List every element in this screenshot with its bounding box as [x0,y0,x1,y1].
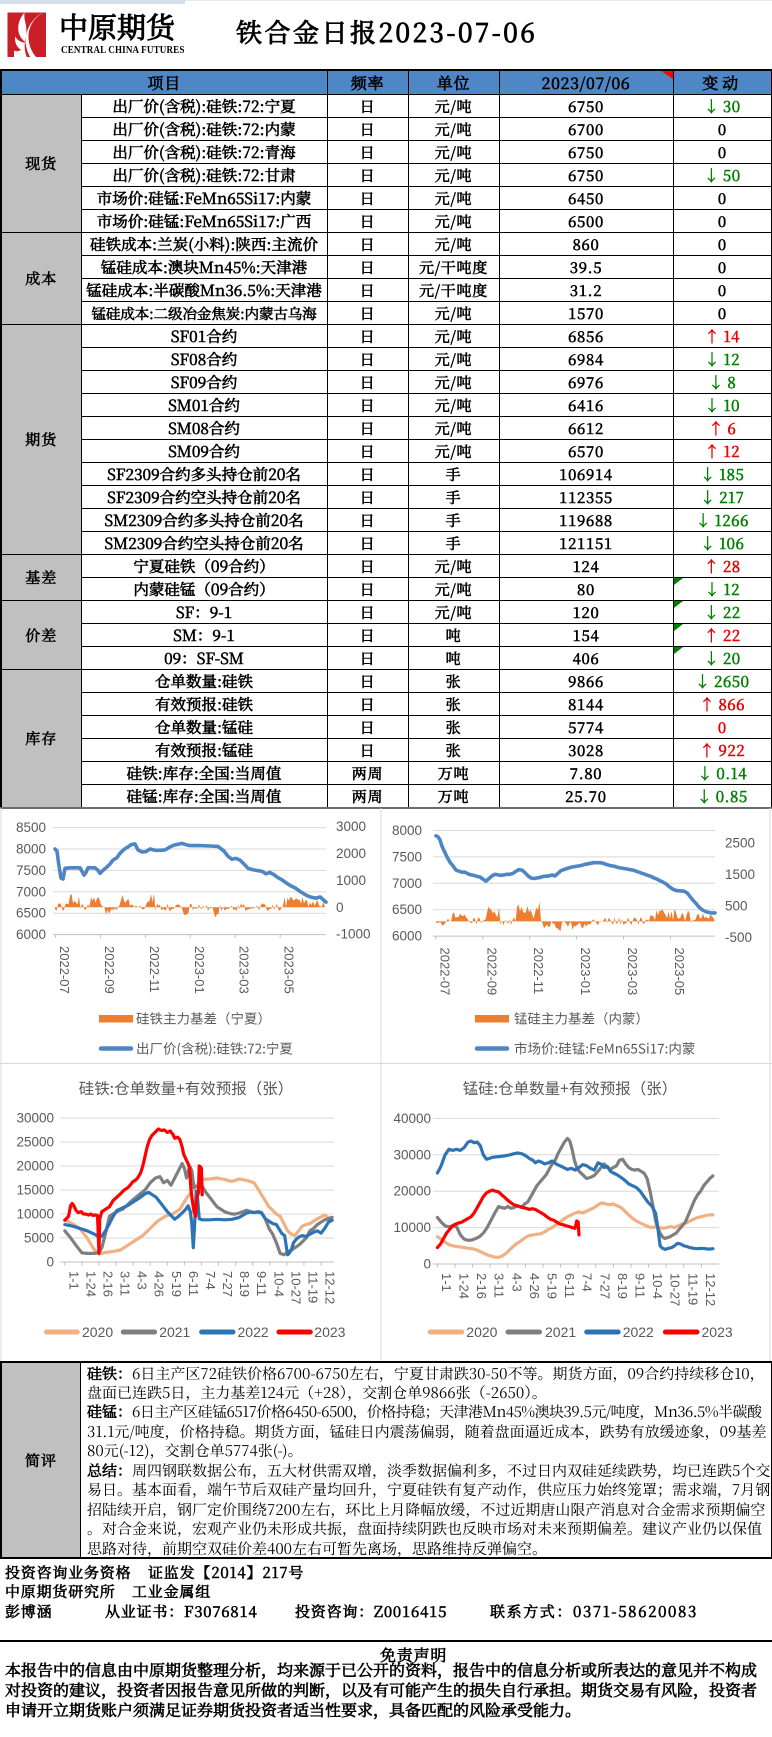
svg-text:6-11: 6-11 [562,1273,577,1298]
svg-text:4-3: 4-3 [135,1271,150,1290]
svg-text:15000: 15000 [16,1183,54,1198]
svg-text:25000: 25000 [16,1135,54,1150]
svg-text:10-27: 10-27 [288,1271,303,1304]
svg-text:2022-07: 2022-07 [437,948,452,996]
svg-text:4-26: 4-26 [152,1271,167,1297]
svg-text:10000: 10000 [393,1220,431,1235]
svg-text:9-11: 9-11 [633,1273,648,1298]
svg-text:9-11: 9-11 [254,1271,269,1296]
svg-text:2022-09: 2022-09 [102,946,117,994]
svg-text:8000: 8000 [16,842,46,857]
svg-text:6500: 6500 [392,902,422,917]
svg-text:6000: 6000 [16,927,46,942]
svg-text:2023-05: 2023-05 [282,946,297,994]
svg-text:8-19: 8-19 [615,1273,630,1299]
svg-text:1-24: 1-24 [457,1273,472,1299]
svg-text:2023: 2023 [702,1324,733,1340]
svg-text:7-27: 7-27 [220,1271,235,1297]
svg-text:-1000: -1000 [336,927,371,942]
svg-text:0: 0 [336,900,344,915]
svg-text:1-1: 1-1 [66,1271,81,1290]
svg-text:7-27: 7-27 [597,1273,612,1299]
svg-text:2021: 2021 [159,1324,190,1340]
svg-text:10-4: 10-4 [271,1271,286,1297]
svg-text:0: 0 [46,1255,54,1270]
svg-text:8500: 8500 [16,820,46,835]
svg-text:5000: 5000 [24,1231,54,1246]
svg-text:8-19: 8-19 [237,1271,252,1297]
svg-text:2023-01: 2023-01 [578,948,593,996]
svg-text:6500: 6500 [16,906,46,921]
svg-text:7-4: 7-4 [203,1271,218,1290]
svg-text:锰硅:仓单数量+有效预报（张）: 锰硅:仓单数量+有效预报（张） [463,1077,677,1099]
svg-text:20000: 20000 [16,1159,54,1174]
svg-text:20000: 20000 [393,1184,431,1199]
svg-text:2022: 2022 [238,1324,269,1340]
svg-text:1-1: 1-1 [439,1273,454,1292]
svg-text:3-11: 3-11 [492,1273,507,1298]
svg-text:10-27: 10-27 [668,1273,683,1306]
svg-text:2023-01: 2023-01 [192,946,207,994]
svg-text:7000: 7000 [392,876,422,891]
svg-text:10-4: 10-4 [650,1273,665,1299]
svg-text:4-3: 4-3 [509,1273,524,1292]
svg-text:2020: 2020 [466,1324,497,1340]
svg-text:市场价:硅锰:FeMn65Si17:内蒙: 市场价:硅锰:FeMn65Si17:内蒙 [514,1038,695,1058]
svg-text:3000: 3000 [336,819,366,834]
svg-text:2022-07: 2022-07 [57,946,72,994]
svg-text:-500: -500 [725,930,752,945]
svg-text:3-11: 3-11 [118,1271,133,1296]
svg-text:7500: 7500 [392,849,422,864]
svg-text:11-19: 11-19 [305,1271,320,1303]
svg-text:2-16: 2-16 [101,1271,116,1297]
svg-text:10000: 10000 [16,1207,54,1222]
svg-text:7500: 7500 [16,863,46,878]
svg-text:2023-03: 2023-03 [625,948,640,996]
svg-text:锰硅主力基差（内蒙）: 锰硅主力基差（内蒙） [514,1008,649,1028]
svg-text:1500: 1500 [725,867,755,882]
svg-text:8000: 8000 [392,823,422,838]
svg-text:2023-05: 2023-05 [672,948,687,996]
svg-text:2021: 2021 [545,1324,576,1340]
svg-text:4-26: 4-26 [527,1273,542,1299]
svg-text:1000: 1000 [336,873,366,888]
svg-text:硅铁主力基差（宁夏）: 硅铁主力基差（宁夏） [136,1008,271,1028]
svg-text:硅铁:仓单数量+有效预报（张）: 硅铁:仓单数量+有效预报（张） [79,1077,293,1099]
svg-text:12-12: 12-12 [703,1273,718,1306]
svg-text:2500: 2500 [725,836,755,851]
svg-text:40000: 40000 [393,1111,431,1126]
svg-text:6-11: 6-11 [186,1271,201,1296]
svg-text:30000: 30000 [393,1147,431,1162]
svg-text:2022: 2022 [623,1324,654,1340]
svg-text:出厂价(含税):硅铁:72:宁夏: 出厂价(含税):硅铁:72:宁夏 [136,1038,293,1058]
svg-text:6000: 6000 [392,929,422,944]
svg-text:500: 500 [725,898,748,913]
svg-text:2022-11: 2022-11 [531,948,546,995]
svg-text:2-16: 2-16 [474,1273,489,1299]
svg-text:1-24: 1-24 [83,1271,98,1297]
svg-text:5-19: 5-19 [169,1271,184,1297]
svg-text:2020: 2020 [82,1324,113,1340]
svg-text:11-19: 11-19 [685,1273,700,1305]
svg-text:7000: 7000 [16,884,46,899]
svg-text:2022-09: 2022-09 [484,948,499,996]
svg-text:2000: 2000 [336,846,366,861]
svg-text:0: 0 [423,1257,431,1272]
svg-text:2023: 2023 [314,1324,345,1340]
svg-text:30000: 30000 [16,1111,54,1126]
svg-text:12-12: 12-12 [323,1271,338,1304]
svg-text:2023-03: 2023-03 [237,946,252,994]
svg-text:7-4: 7-4 [580,1273,595,1292]
svg-text:5-19: 5-19 [545,1273,560,1299]
svg-text:2022-11: 2022-11 [147,946,162,993]
